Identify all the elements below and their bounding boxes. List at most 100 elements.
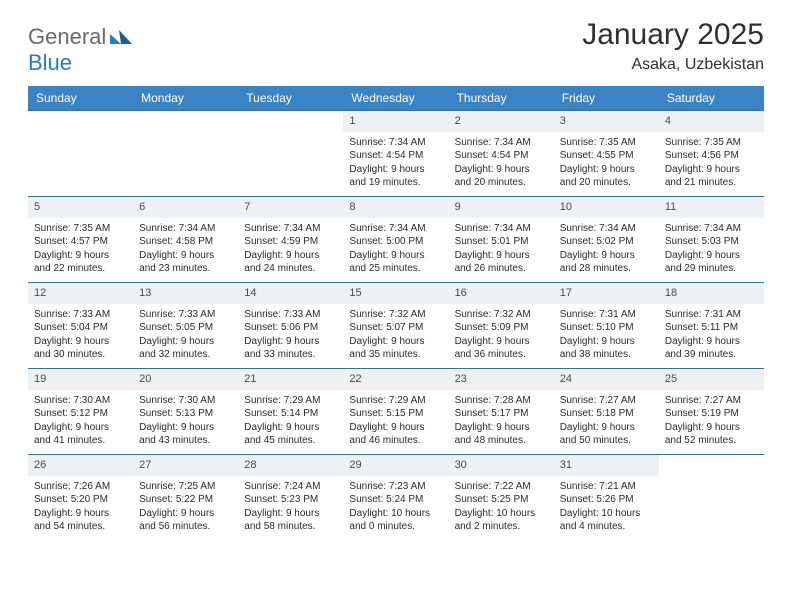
daylight-line: Daylight: 9 hours and 26 minutes. — [455, 249, 548, 276]
calendar-empty-cell — [28, 111, 133, 197]
weekday-header: Tuesday — [238, 86, 343, 111]
calendar-week-row: 26Sunrise: 7:26 AMSunset: 5:20 PMDayligh… — [28, 455, 764, 541]
calendar-day-cell: 8Sunrise: 7:34 AMSunset: 5:00 PMDaylight… — [343, 197, 448, 283]
sunrise-line: Sunrise: 7:28 AM — [455, 394, 548, 408]
sunrise-line: Sunrise: 7:34 AM — [455, 136, 548, 150]
calendar-day-cell: 21Sunrise: 7:29 AMSunset: 5:14 PMDayligh… — [238, 369, 343, 455]
calendar-day-cell: 17Sunrise: 7:31 AMSunset: 5:10 PMDayligh… — [554, 283, 659, 369]
sunset-line: Sunset: 5:22 PM — [139, 493, 232, 507]
day-number: 25 — [659, 369, 764, 390]
day-content: 2Sunrise: 7:34 AMSunset: 4:54 PMDaylight… — [449, 111, 554, 196]
calendar-day-cell: 20Sunrise: 7:30 AMSunset: 5:13 PMDayligh… — [133, 369, 238, 455]
daylight-line: Daylight: 10 hours and 2 minutes. — [455, 507, 548, 534]
sunset-line: Sunset: 4:55 PM — [560, 149, 653, 163]
sunrise-line: Sunrise: 7:34 AM — [349, 222, 442, 236]
sunset-line: Sunset: 4:56 PM — [665, 149, 758, 163]
calendar-week-row: 12Sunrise: 7:33 AMSunset: 5:04 PMDayligh… — [28, 283, 764, 369]
sunrise-line: Sunrise: 7:32 AM — [455, 308, 548, 322]
day-content: 10Sunrise: 7:34 AMSunset: 5:02 PMDayligh… — [554, 197, 659, 282]
daylight-line: Daylight: 9 hours and 52 minutes. — [665, 421, 758, 448]
day-content: 25Sunrise: 7:27 AMSunset: 5:19 PMDayligh… — [659, 369, 764, 454]
sunset-line: Sunset: 5:20 PM — [34, 493, 127, 507]
sunrise-line: Sunrise: 7:35 AM — [34, 222, 127, 236]
day-number: 5 — [28, 197, 133, 218]
daylight-line: Daylight: 9 hours and 24 minutes. — [244, 249, 337, 276]
day-content: 31Sunrise: 7:21 AMSunset: 5:26 PMDayligh… — [554, 455, 659, 540]
day-number: 12 — [28, 283, 133, 304]
day-number: 19 — [28, 369, 133, 390]
daylight-line: Daylight: 9 hours and 54 minutes. — [34, 507, 127, 534]
day-content: 30 Sunrise: 7:22 AMSunset: 5:25 PMDayligh… — [449, 455, 554, 540]
weekday-header: Friday — [554, 86, 659, 111]
day-content: 17Sunrise: 7:31 AMSunset: 5:10 PMDayligh… — [554, 283, 659, 368]
sunset-line: Sunset: 5:14 PM — [244, 407, 337, 421]
sunset-line: Sunset: 5:24 PM — [349, 493, 442, 507]
day-content: 4Sunrise: 7:35 AMSunset: 4:56 PMDaylight… — [659, 111, 764, 196]
day-number: 24 — [554, 369, 659, 390]
daylight-line: Daylight: 9 hours and 28 minutes. — [560, 249, 653, 276]
daylight-line: Daylight: 9 hours and 21 minutes. — [665, 163, 758, 190]
day-content: 24Sunrise: 7:27 AMSunset: 5:18 PMDayligh… — [554, 369, 659, 454]
day-content: 16Sunrise: 7:32 AMSunset: 5:09 PMDayligh… — [449, 283, 554, 368]
day-content: 29Sunrise: 7:23 AMSunset: 5:24 PMDayligh… — [343, 455, 448, 540]
calendar-week-row: 5 Sunrise: 7:35 AMSunset: 4:57 PM Daylight… — [28, 197, 764, 283]
sunrise-line: Sunrise: 7:31 AM — [560, 308, 653, 322]
sunset-line: Sunset: 5:10 PM — [560, 321, 653, 335]
sunset-line: Sunset: 5:09 PM — [455, 321, 548, 335]
calendar-week-row: 1Sunrise: 7:34 AMSunset: 4:54 PMDaylight… — [28, 111, 764, 197]
calendar-day-cell: 13Sunrise: 7:33 AMSunset: 5:05 PMDayligh… — [133, 283, 238, 369]
day-number: 3 — [554, 111, 659, 132]
sunset-line: Sunset: 5:05 PM — [139, 321, 232, 335]
sunset-line: Sunset: 5:02 PM — [560, 235, 653, 249]
sunset-line: Sunset: 5:15 PM — [349, 407, 442, 421]
day-number: 29 — [343, 455, 448, 476]
day-content: 6Sunrise: 7:34 AMSunset: 4:58 PMDaylight… — [133, 197, 238, 282]
day-number: 14 — [238, 283, 343, 304]
day-content: 22Sunrise: 7:29 AMSunset: 5:15 PMDayligh… — [343, 369, 448, 454]
sunset-line: Sunset: 5:23 PM — [244, 493, 337, 507]
sunset-line: Sunset: 5:12 PM — [34, 407, 127, 421]
sunset-line: Sunset: 4:54 PM — [455, 149, 548, 163]
sunset-line: Sunset: 4:57 PM — [34, 235, 127, 249]
sunrise-line: Sunrise: 7:22 AM — [455, 480, 548, 494]
day-content: 3Sunrise: 7:35 AMSunset: 4:55 PMDaylight… — [554, 111, 659, 196]
daylight-line: Daylight: 9 hours and 36 minutes. — [455, 335, 548, 362]
calendar-day-cell: 14Sunrise: 7:33 AMSunset: 5:06 PMDayligh… — [238, 283, 343, 369]
day-number: 9 — [449, 197, 554, 218]
day-number: 22 — [343, 369, 448, 390]
sunrise-line: Sunrise: 7:34 AM — [455, 222, 548, 236]
brand-word-2: Blue — [28, 50, 72, 75]
weekday-header: Wednesday — [343, 86, 448, 111]
day-content: 20Sunrise: 7:30 AMSunset: 5:13 PMDayligh… — [133, 369, 238, 454]
calendar-empty-cell — [659, 455, 764, 541]
daylight-line: Daylight: 9 hours and 30 minutes. — [34, 335, 127, 362]
day-content: 18Sunrise: 7:31 AMSunset: 5:11 PMDayligh… — [659, 283, 764, 368]
sunrise-line: Sunrise: 7:27 AM — [560, 394, 653, 408]
sunrise-line: Sunrise: 7:24 AM — [244, 480, 337, 494]
sunset-line: Sunset: 5:25 PM — [455, 493, 548, 507]
calendar-day-cell: 23Sunrise: 7:28 AMSunset: 5:17 PMDayligh… — [449, 369, 554, 455]
day-number: 8 — [343, 197, 448, 218]
sunrise-line: Sunrise: 7:21 AM — [560, 480, 653, 494]
sunset-line: Sunset: 5:11 PM — [665, 321, 758, 335]
day-number: 4 — [659, 111, 764, 132]
daylight-line: Daylight: 9 hours and 23 minutes. — [139, 249, 232, 276]
sunrise-line: Sunrise: 7:30 AM — [34, 394, 127, 408]
daylight-line: Daylight: 9 hours and 46 minutes. — [349, 421, 442, 448]
sunrise-line: Sunrise: 7:34 AM — [244, 222, 337, 236]
day-number: 20 — [133, 369, 238, 390]
daylight-line: Daylight: 9 hours and 43 minutes. — [139, 421, 232, 448]
sunrise-line: Sunrise: 7:34 AM — [139, 222, 232, 236]
calendar-day-cell: 24Sunrise: 7:27 AMSunset: 5:18 PMDayligh… — [554, 369, 659, 455]
brand-text: GeneralBlue — [28, 24, 132, 76]
sunset-line: Sunset: 5:03 PM — [665, 235, 758, 249]
daylight-line: Daylight: 9 hours and 50 minutes. — [560, 421, 653, 448]
sunrise-line: Sunrise: 7:29 AM — [244, 394, 337, 408]
daylight-line: Daylight: 9 hours and 19 minutes. — [349, 163, 442, 190]
sunrise-line: Sunrise: 7:31 AM — [665, 308, 758, 322]
month-title: January 2025 — [582, 18, 764, 52]
day-number: 30 — [449, 455, 554, 476]
day-number: 23 — [449, 369, 554, 390]
calendar-day-cell: 4Sunrise: 7:35 AMSunset: 4:56 PMDaylight… — [659, 111, 764, 197]
daylight-line: Daylight: 9 hours and 48 minutes. — [455, 421, 548, 448]
